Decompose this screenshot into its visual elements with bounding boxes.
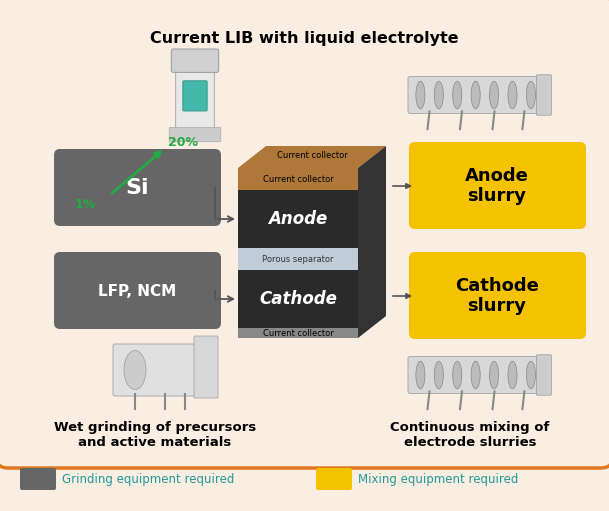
Ellipse shape [526, 81, 535, 109]
Text: 1%: 1% [75, 198, 96, 212]
FancyBboxPatch shape [175, 66, 214, 132]
Ellipse shape [452, 81, 462, 109]
FancyBboxPatch shape [171, 49, 219, 73]
Text: Wet grinding of precursors
and active materials: Wet grinding of precursors and active ma… [54, 421, 256, 449]
Ellipse shape [490, 81, 499, 109]
Text: Current LIB with liquid electrolyte: Current LIB with liquid electrolyte [150, 31, 459, 45]
Text: Continuous mixing of
electrode slurries: Continuous mixing of electrode slurries [390, 421, 550, 449]
Bar [238, 248, 358, 270]
FancyBboxPatch shape [183, 81, 207, 111]
FancyBboxPatch shape [0, 0, 609, 468]
Text: 20%: 20% [168, 135, 198, 149]
Polygon shape [238, 146, 386, 168]
FancyBboxPatch shape [409, 142, 586, 229]
FancyBboxPatch shape [316, 468, 352, 490]
Ellipse shape [452, 361, 462, 389]
Ellipse shape [416, 361, 425, 389]
Ellipse shape [416, 81, 425, 109]
FancyBboxPatch shape [408, 357, 542, 393]
Text: Cathode: Cathode [259, 290, 337, 308]
Bar [238, 168, 358, 190]
Bar [238, 328, 358, 338]
Text: Mixing equipment required: Mixing equipment required [358, 473, 518, 485]
Text: Grinding equipment required: Grinding equipment required [62, 473, 234, 485]
Bar [238, 190, 358, 248]
FancyBboxPatch shape [194, 336, 218, 398]
FancyBboxPatch shape [169, 127, 221, 142]
Text: Anode: Anode [269, 210, 328, 228]
FancyBboxPatch shape [537, 75, 551, 115]
Ellipse shape [434, 361, 443, 389]
Ellipse shape [490, 361, 499, 389]
Text: Cathode
slurry: Cathode slurry [455, 276, 539, 315]
Text: Current collector: Current collector [262, 174, 333, 183]
Ellipse shape [434, 81, 443, 109]
FancyBboxPatch shape [409, 252, 586, 339]
FancyBboxPatch shape [20, 468, 56, 490]
Text: Anode
slurry: Anode slurry [465, 167, 529, 205]
Text: Current collector: Current collector [276, 151, 347, 159]
FancyBboxPatch shape [408, 77, 542, 113]
Ellipse shape [508, 81, 517, 109]
Text: LFP, NCM: LFP, NCM [98, 284, 176, 298]
Ellipse shape [526, 361, 535, 389]
Ellipse shape [471, 361, 481, 389]
Text: Porous separator: Porous separator [262, 254, 334, 264]
FancyBboxPatch shape [54, 252, 221, 329]
Ellipse shape [471, 81, 481, 109]
Text: Current collector: Current collector [262, 329, 333, 337]
FancyBboxPatch shape [54, 149, 221, 226]
Text: Si: Si [125, 178, 149, 198]
Ellipse shape [124, 351, 146, 389]
FancyBboxPatch shape [537, 355, 551, 395]
Bar [238, 270, 358, 328]
Polygon shape [358, 146, 386, 338]
FancyBboxPatch shape [113, 344, 217, 396]
Ellipse shape [508, 361, 517, 389]
